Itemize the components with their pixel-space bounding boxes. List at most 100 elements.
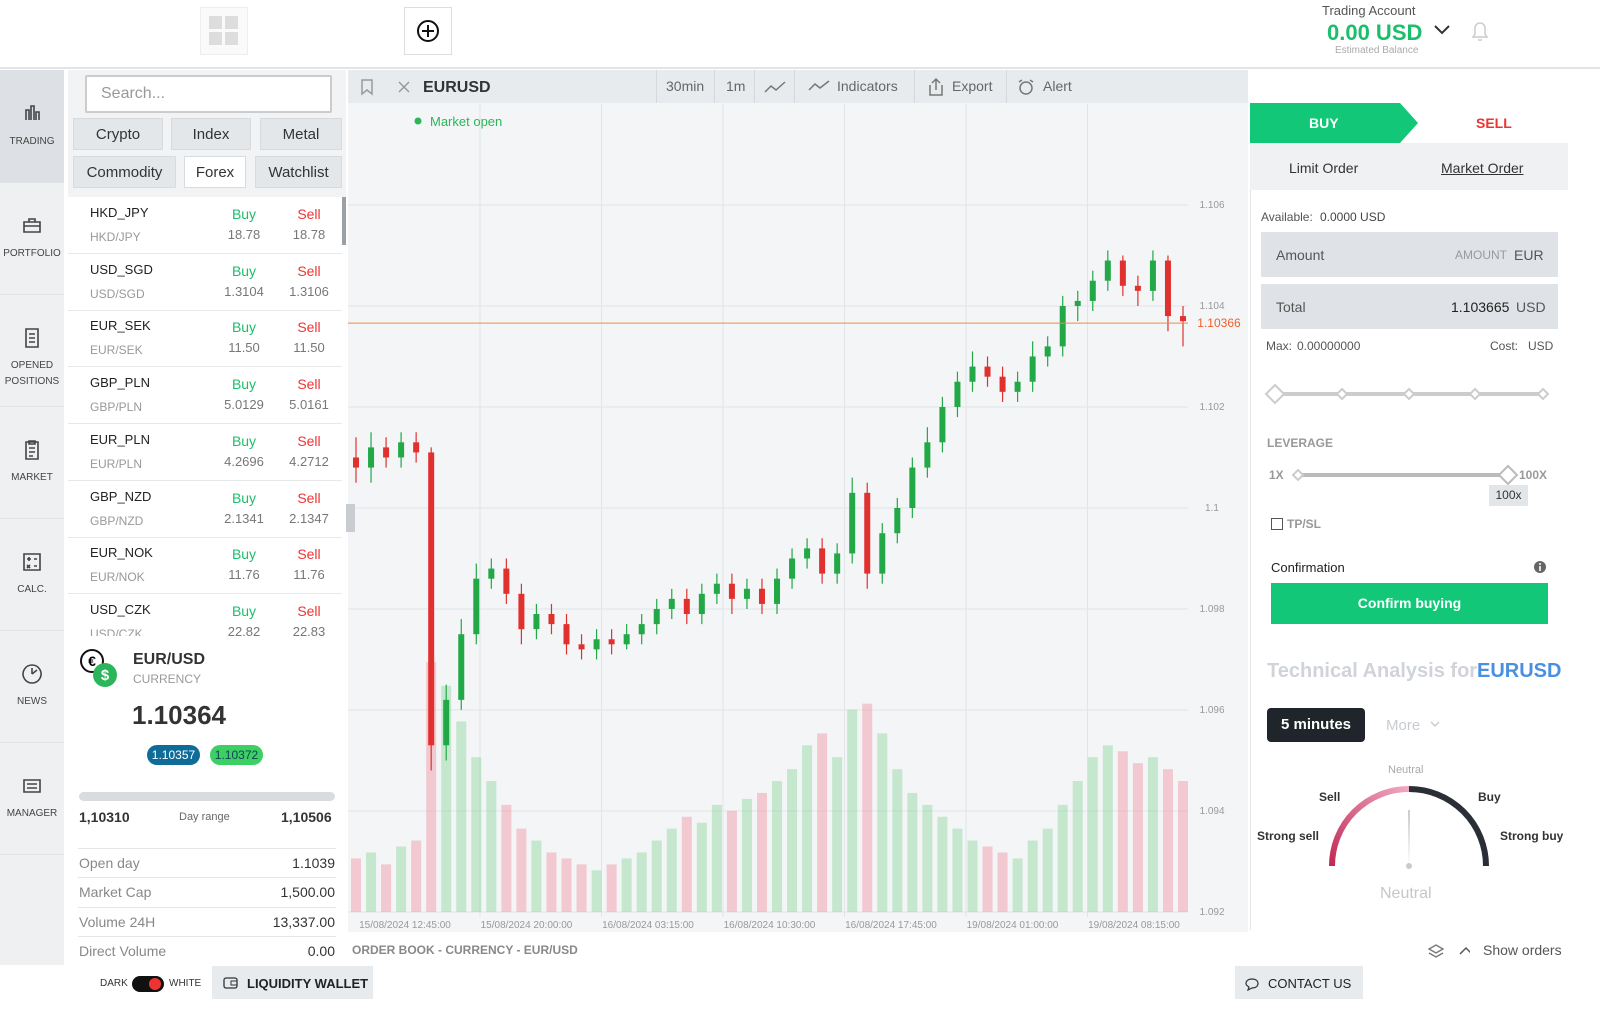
gauge-sell-arc xyxy=(1329,786,1410,867)
buy-label[interactable]: Buy xyxy=(231,319,257,336)
logo[interactable] xyxy=(200,7,248,55)
nav-icon xyxy=(25,328,39,348)
candle-body xyxy=(984,366,991,377)
theme-toggle[interactable] xyxy=(132,976,164,992)
export-button[interactable]: Export xyxy=(914,70,1007,103)
pair-row[interactable]: HKD_JPY HKD/JPY Buy 18.78 Sell 18.78 xyxy=(68,197,342,254)
total: 1.103665 xyxy=(1451,299,1510,315)
market-order[interactable]: Market Order xyxy=(1441,160,1524,176)
candle-body xyxy=(758,588,765,604)
more-button[interactable]: More xyxy=(1386,717,1421,734)
candle-body xyxy=(353,457,359,468)
indicators-button[interactable]: Indicators xyxy=(794,70,915,103)
filter-button[interactable]: Index xyxy=(171,118,251,150)
buy-tab-label[interactable]: BUY xyxy=(1309,115,1339,131)
filter-button[interactable]: Crypto xyxy=(73,118,163,150)
pair-row[interactable]: USD_SGD USD/SGD Buy 1.3104 Sell 1.3106 xyxy=(68,254,342,311)
order-book-icons[interactable] xyxy=(1426,942,1470,960)
limit-order[interactable]: Limit Order xyxy=(1289,160,1359,176)
chart-type-button[interactable] xyxy=(754,70,795,103)
pair-symbol: USD_SGD xyxy=(90,261,153,277)
sell-label[interactable]: Sell xyxy=(297,319,321,336)
pair-symbol: GBP_NZD xyxy=(90,488,152,504)
indicators-icon xyxy=(808,80,830,91)
sell-price: 18.78 xyxy=(292,227,326,242)
filter-button[interactable]: Watchlist xyxy=(255,156,342,188)
pair-name: EUR/SEK xyxy=(90,343,143,358)
candle-body xyxy=(443,699,450,746)
collapse-handle[interactable] xyxy=(346,504,355,532)
confirm-button[interactable]: Confirm buying xyxy=(1271,583,1548,624)
sell-label[interactable]: Sell xyxy=(297,432,321,449)
pair-row[interactable]: EUR_PLN EUR/PLN Buy 4.2696 Sell 4.2712 xyxy=(68,424,342,481)
wallet-button[interactable]: LIQUIDITY WALLET xyxy=(212,966,373,999)
scrollbar xyxy=(342,197,346,245)
candle-body xyxy=(939,406,946,443)
buy-price: 2.1341 xyxy=(224,510,264,526)
pair-row[interactable]: GBP_PLN GBP/PLN Buy 5.0129 Sell 5.0161 xyxy=(68,367,342,425)
theme-dark: DARK xyxy=(100,978,128,989)
sell-label[interactable]: Sell xyxy=(297,206,321,222)
filter-button[interactable]: Metal xyxy=(260,118,342,150)
nav-icon-path xyxy=(23,779,41,793)
buy-label[interactable]: Buy xyxy=(231,206,257,222)
pair-row[interactable]: USD_CZK USD/CZK Buy 22.82 Sell 22.83 xyxy=(68,594,342,636)
sell-label[interactable]: Sell xyxy=(297,546,321,563)
sell-label[interactable]: Sell xyxy=(297,262,321,279)
amount-slider[interactable] xyxy=(1260,380,1560,408)
buy-label[interactable]: Buy xyxy=(231,602,257,619)
pair-row[interactable]: EUR_NOK EUR/NOK Buy 11.76 Sell 11.76 xyxy=(68,537,342,595)
pair-row[interactable]: EUR_SEK EUR/SEK Buy 11.50 Sell 11.50 xyxy=(68,310,342,368)
buy-label[interactable]: Buy xyxy=(231,546,257,563)
candle-body xyxy=(789,558,796,579)
nav-item[interactable]: OPENED POSITIONS xyxy=(0,294,64,407)
filter-button[interactable]: Forex xyxy=(184,156,246,188)
candle-body xyxy=(1059,305,1066,347)
buy-tab[interactable] xyxy=(1250,103,1418,143)
analysis-title: Technical Analysis for xyxy=(1267,660,1478,682)
range-button[interactable]: 1m xyxy=(714,70,755,103)
leverage-slider[interactable] xyxy=(1288,462,1524,488)
sell-label[interactable]: Sell xyxy=(297,602,321,619)
nav-item[interactable]: TRADING xyxy=(0,70,64,183)
tpsl-checkbox[interactable] xyxy=(1271,518,1283,530)
pair-row[interactable]: GBP_NZD GBP/NZD Buy 2.1341 Sell 2.1347 xyxy=(68,481,342,538)
filter-button[interactable]: Commodity xyxy=(73,156,176,188)
toolbar-icons[interactable] xyxy=(358,78,418,96)
bell-icon[interactable] xyxy=(1468,18,1492,44)
day-range-label: Day range xyxy=(179,811,230,823)
pair-list: HKD_JPY HKD/JPY Buy 18.78 Sell 18.78 USD_SGD US… xyxy=(68,197,346,636)
alert-button[interactable]: Alert xyxy=(1006,70,1087,103)
search-box[interactable]: Search... xyxy=(85,75,332,113)
volume-bar xyxy=(787,769,798,912)
nav-item[interactable]: CALC. xyxy=(0,518,64,631)
last-price-label: 1.10366 xyxy=(1197,316,1241,330)
nav-icon xyxy=(25,440,39,460)
buy-label[interactable]: Buy xyxy=(231,489,257,506)
sell-tab-label[interactable]: SELL xyxy=(1476,115,1512,131)
balance[interactable]: 0.00 USD xyxy=(1327,20,1423,45)
gauge-needle xyxy=(1408,810,1410,866)
buy-label[interactable]: Buy xyxy=(231,262,257,279)
show-orders[interactable]: Show orders xyxy=(1483,942,1562,958)
candle-body xyxy=(368,447,375,468)
add-button[interactable] xyxy=(404,7,452,55)
gauge-strong-sell: Strong sell xyxy=(1257,829,1320,843)
nav-item[interactable]: MARKET xyxy=(0,406,64,519)
interval-chip[interactable]: 5 minutes xyxy=(1267,708,1365,742)
account-chevron[interactable] xyxy=(1432,22,1452,38)
contact-button[interactable]: CONTACT US xyxy=(1235,966,1363,999)
amount-input[interactable]: Amount AMOUNT EUR xyxy=(1261,232,1558,277)
nav-item[interactable]: MANAGER xyxy=(0,742,64,855)
nav-item[interactable]: PORTFOLIO xyxy=(0,182,64,295)
nav-item[interactable]: NEWS xyxy=(0,630,64,743)
x-tick-label: 16/08/2024 10:30:00 xyxy=(724,920,816,930)
buy-label[interactable]: Buy xyxy=(231,432,257,449)
sell-label[interactable]: Sell xyxy=(297,376,321,393)
info-icon[interactable] xyxy=(1533,560,1547,574)
sell-label[interactable]: Sell xyxy=(297,489,321,506)
nav-label: CALC. xyxy=(17,584,47,595)
interval-button[interactable]: 30min xyxy=(656,70,715,103)
buy-label[interactable]: Buy xyxy=(231,376,257,393)
